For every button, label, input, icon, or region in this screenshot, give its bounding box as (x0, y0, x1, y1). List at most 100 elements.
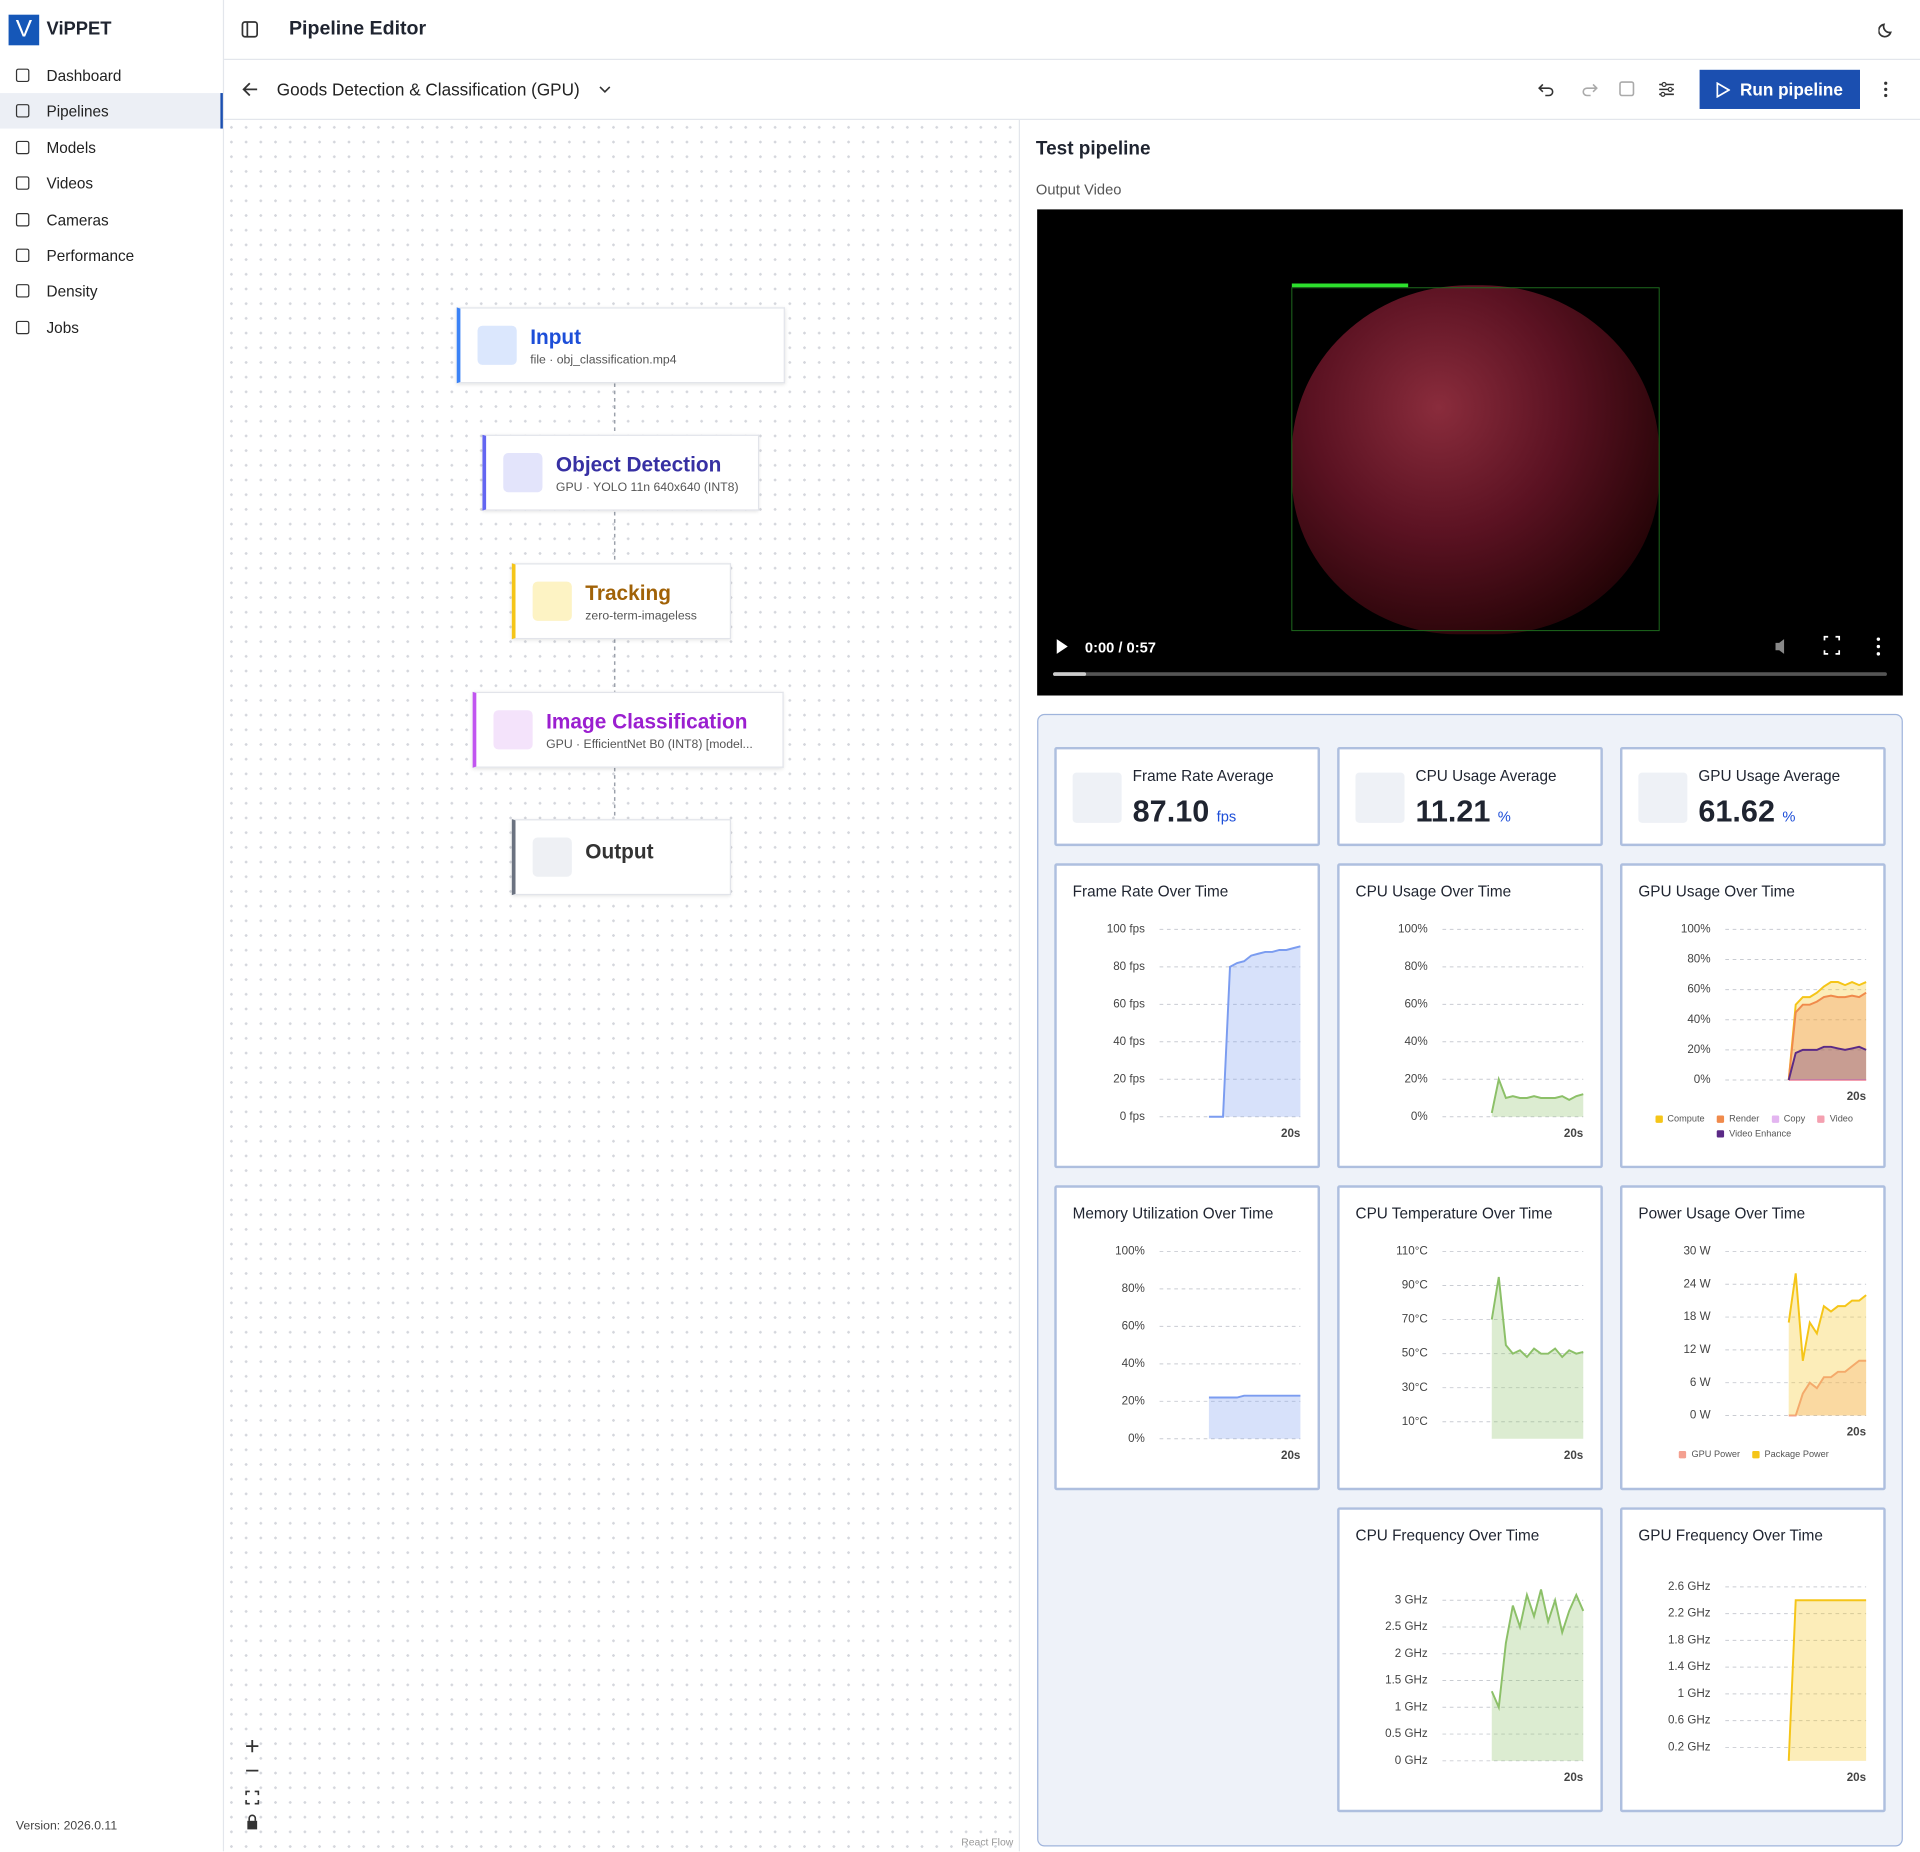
chart-card: 0 fps 20 fps 40 fps 60 fps 80 fps 100 fps 20s F… (1054, 863, 1320, 1169)
video-time: 0:00 / 0:57 (1084, 639, 1156, 657)
area (1208, 946, 1301, 1117)
legend-item[interactable]: Video Enhance (1716, 1127, 1792, 1139)
y-tick-label: 10°C (1402, 1415, 1428, 1428)
chart-title: Power Usage Over Time (1638, 1204, 1806, 1223)
nav-label: Density (46, 283, 98, 301)
chart-title: CPU Frequency Over Time (1355, 1526, 1540, 1545)
pipeline-name[interactable]: Goods Detection & Classification (GPU) (276, 79, 580, 100)
legend-item[interactable]: Render (1716, 1113, 1760, 1125)
legend-item[interactable]: Video (1817, 1113, 1853, 1124)
theme-toggle[interactable] (1878, 21, 1895, 38)
chart-card: 10°C 30°C 50°C 70°C 90°C 110°C 20s CPU Temperat… (1337, 1185, 1603, 1491)
x-tick-label: 20s (1847, 1426, 1866, 1439)
canvas-controls[interactable] (242, 1736, 262, 1834)
chart-title: GPU Usage Over Time (1638, 882, 1795, 900)
nav-icon (15, 104, 30, 119)
pipeline-node[interactable]: Tracking zero-term-imageless (511, 563, 732, 640)
metric-value-row: 61.62% (1698, 795, 1795, 831)
pipeline-node[interactable]: Output (511, 819, 732, 896)
nav-label: Cameras (46, 211, 109, 229)
nav-item[interactable]: Density (0, 274, 223, 310)
y-tick-label: 18 W (1683, 1310, 1710, 1323)
brand[interactable]: ViPPET (46, 18, 112, 40)
logo[interactable]: V (8, 14, 40, 46)
y-tick-label: 80 fps (1113, 960, 1145, 973)
legend-item[interactable]: Compute (1655, 1113, 1705, 1124)
attribution[interactable]: React Flow (961, 1835, 1014, 1848)
chart-title: Memory Utilization Over Time (1072, 1204, 1274, 1223)
node-subtitle: GPU · EfficientNet B0 (INT8) [model... (546, 738, 753, 752)
nav-item[interactable]: Performance (0, 238, 223, 274)
legend-swatch (1752, 1450, 1760, 1458)
y-tick-label: 2.2 GHz (1668, 1607, 1711, 1620)
sidebar-toggle[interactable] (241, 21, 258, 38)
dropdown-icon[interactable] (599, 84, 611, 94)
video-player[interactable]: 0:00 / 0:57 (1037, 209, 1903, 696)
metric-label: CPU Usage Average (1415, 767, 1557, 785)
metric-value-row: 87.10 fps (1133, 795, 1237, 831)
y-tick-label: 90°C (1402, 1279, 1428, 1292)
y-tick-label: 80% (1687, 953, 1710, 966)
nav-item[interactable]: Jobs (0, 310, 223, 346)
pipeline-node[interactable]: Object Detection GPU · YOLO 11n 640x640 (… (482, 434, 760, 511)
area (1491, 1589, 1584, 1761)
chart: 0% 20% 40% 60% 80% 100% 20s (1681, 922, 1867, 1103)
nav-item[interactable]: Pipelines (0, 93, 223, 130)
metric-icon (1072, 772, 1122, 823)
nav-label: Jobs (46, 319, 79, 337)
legend-item[interactable]: Copy (1771, 1113, 1805, 1124)
sidebar: V ViPPET Dashboard Pipelines Models Videos C… (0, 0, 225, 1852)
y-tick-label: 20 fps (1113, 1072, 1145, 1085)
chart: 0 W 6 W 12 W 18 W 24 W 30 W 20s (1683, 1245, 1867, 1439)
page-title: Pipeline Editor (288, 18, 427, 40)
nav-icon (15, 176, 30, 191)
chart-card: 0% 20% 40% 60% 80% 100% 20s GPU Usage Over Time… (1620, 863, 1886, 1169)
y-tick-label: 6 W (1690, 1376, 1711, 1389)
chart: 0% 20% 40% 60% 80% 100% 20s (1115, 1245, 1301, 1462)
y-tick-label: 100% (1681, 922, 1711, 935)
legend-swatch (1716, 1114, 1725, 1123)
nav-item[interactable]: Models (0, 130, 223, 166)
legend-label: Render (1729, 1113, 1760, 1125)
nav-item[interactable]: Dashboard (0, 58, 223, 94)
nav-icon (15, 68, 30, 83)
legend-swatch (1817, 1114, 1825, 1123)
legend-item[interactable]: GPU Power (1679, 1449, 1740, 1460)
area (1788, 992, 1867, 1080)
y-tick-label: 3 GHz (1395, 1593, 1428, 1606)
legend-label: Video Enhance (1729, 1127, 1792, 1139)
chart-card: 0 GHz 0.5 GHz 1 GHz 1.5 GHz 2 GHz 2.5 GHz 3 GH… (1337, 1507, 1603, 1813)
area (1788, 1600, 1867, 1761)
legend-label: Package Power (1764, 1448, 1829, 1460)
video-frame (1291, 285, 1660, 635)
panel-divider[interactable] (1018, 120, 1020, 1852)
nav-item[interactable]: Videos (0, 166, 223, 202)
pipeline-canvas[interactable] (224, 120, 1019, 1852)
legend-swatch (1771, 1114, 1779, 1123)
edges (613, 383, 616, 820)
pipeline-node[interactable]: Input file · obj_classification.mp4 (456, 307, 785, 384)
more-button[interactable] (1882, 81, 1889, 98)
chart: 0 fps 20 fps 40 fps 60 fps 80 fps 100 fps 20s (1107, 922, 1301, 1140)
chart-card: 0 W 6 W 12 W 18 W 24 W 30 W 20s Power Usage Ove… (1620, 1185, 1886, 1491)
node-icon (532, 837, 572, 877)
node-icon (503, 453, 543, 493)
node-icon (493, 710, 533, 750)
node-subtitle: file · obj_classification.mp4 (530, 353, 677, 368)
line (1788, 1359, 1867, 1417)
node-subtitle: GPU · YOLO 11n 640x640 (INT8) (555, 481, 739, 495)
line (1490, 1589, 1585, 1712)
line (1490, 1075, 1584, 1114)
legend-item[interactable]: Package Power (1752, 1449, 1829, 1460)
y-tick-label: 1.8 GHz (1668, 1633, 1711, 1646)
pipeline-node[interactable]: Image Classification GPU · EfficientNet B… (472, 691, 784, 768)
y-tick-label: 50°C (1402, 1347, 1428, 1360)
legend-label: GPU Power (1691, 1448, 1741, 1460)
y-tick-label: 60% (1122, 1319, 1145, 1332)
nav-label: Performance (46, 247, 135, 265)
toolbar-icons[interactable] (1538, 81, 1734, 98)
run-icon (1716, 82, 1731, 98)
legend-swatch (1679, 1450, 1687, 1458)
back-button[interactable] (241, 81, 258, 98)
nav-item[interactable]: Cameras (0, 202, 223, 238)
